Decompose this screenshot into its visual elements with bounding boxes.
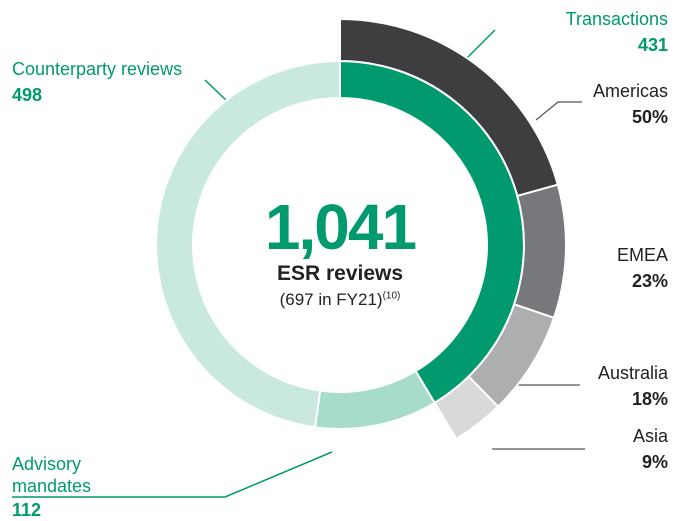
label: Australia: [597, 363, 668, 383]
leader-line: [535, 101, 582, 121]
value-label: 9%: [641, 452, 668, 472]
center-note-wrap: (697 in FY21)(10): [190, 290, 490, 310]
center-subtitle: ESR reviews: [276, 262, 404, 285]
leaders: [492, 101, 585, 450]
label: Asia: [632, 426, 668, 446]
value-label: 498: [12, 85, 43, 105]
value-label: 112: [12, 500, 42, 520]
donut-segment: [313, 369, 437, 430]
center-title: 1,041: [264, 191, 417, 263]
value-label: 431: [637, 35, 668, 55]
breakdown-segment: [433, 375, 500, 441]
label: Transactions: [565, 9, 668, 29]
value-label: 50%: [631, 107, 668, 127]
arcs: [155, 17, 567, 441]
label: EMEA: [616, 245, 668, 265]
value-label: 18%: [631, 389, 668, 409]
label: Counterparty reviews: [12, 59, 183, 79]
label: Americas: [592, 81, 668, 101]
donut-segment: [155, 59, 341, 429]
leader-line: [204, 79, 227, 101]
leader-line: [12, 451, 333, 498]
label: Advisory mandates: [12, 454, 92, 496]
center-note: (697 in FY21): [279, 290, 383, 309]
value-label: 23%: [631, 271, 668, 291]
center-note-ref: (10): [382, 290, 401, 302]
